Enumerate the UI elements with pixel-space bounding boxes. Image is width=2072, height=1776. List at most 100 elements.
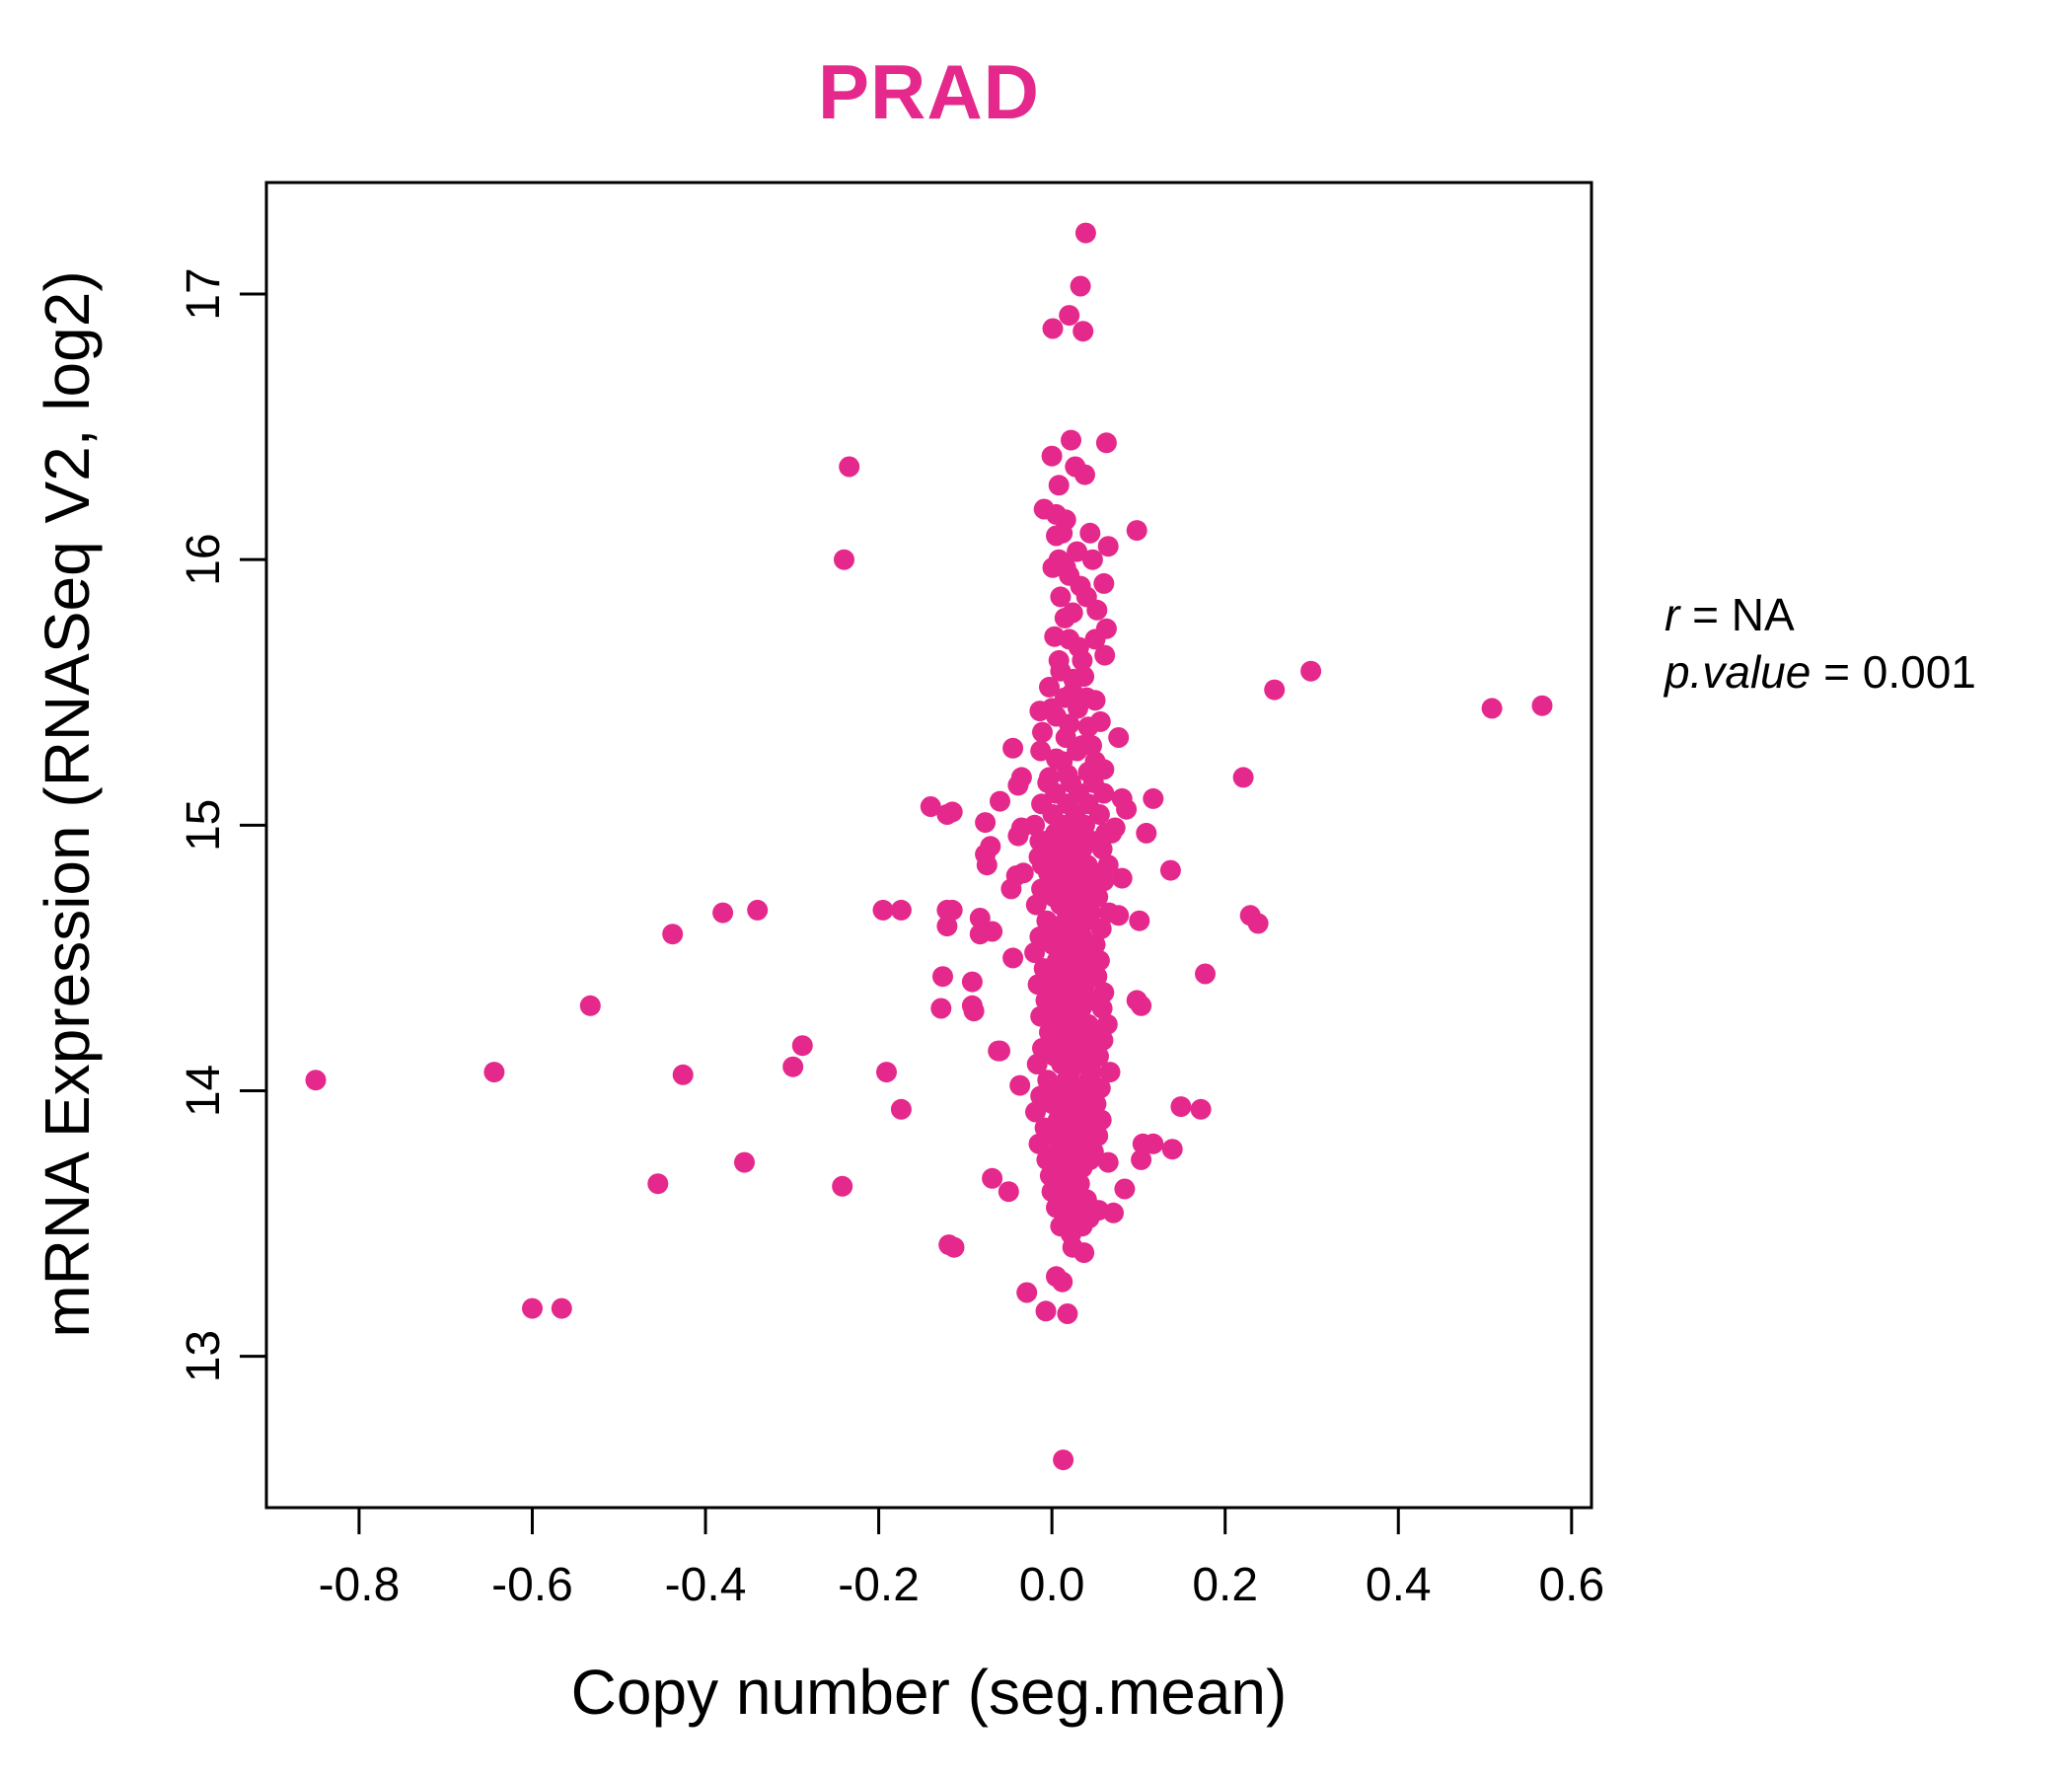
data-point: [1170, 1096, 1192, 1118]
data-point: [890, 1098, 912, 1120]
data-point: [1030, 1005, 1052, 1027]
data-point: [1024, 942, 1046, 963]
data-point: [791, 1035, 813, 1057]
data-point: [579, 995, 601, 1016]
data-point: [1039, 676, 1060, 698]
data-point: [1042, 318, 1064, 339]
data-point: [1094, 644, 1116, 666]
x-tick-label: 0.2: [1192, 1559, 1258, 1611]
r-stat-label: r: [1665, 589, 1680, 640]
data-point: [1084, 629, 1106, 650]
data-point: [932, 966, 953, 988]
y-axis-title: mRNA Expression (RNASeq V2, log2): [32, 270, 103, 1338]
data-point: [1099, 1062, 1121, 1083]
data-point: [982, 1167, 1003, 1189]
data-point: [1093, 572, 1115, 594]
data-point: [1131, 1148, 1152, 1170]
data-point: [1143, 787, 1164, 809]
data-point: [1073, 1242, 1095, 1264]
data-point: [1059, 305, 1080, 327]
data-point: [1057, 1303, 1078, 1324]
data-point: [1531, 695, 1553, 716]
data-point: [1089, 1077, 1111, 1099]
data-point: [1075, 586, 1097, 608]
data-point: [1111, 787, 1133, 809]
data-point: [1136, 822, 1157, 844]
data-point: [1027, 974, 1049, 996]
data-point: [305, 1070, 327, 1091]
data-point: [1046, 1266, 1067, 1288]
data-point: [976, 854, 998, 876]
data-point: [1024, 814, 1046, 836]
data-point: [982, 921, 1003, 942]
data-point: [1161, 1139, 1183, 1160]
x-tick-label: -0.2: [838, 1559, 920, 1611]
data-point: [890, 899, 912, 921]
data-point: [832, 1175, 853, 1197]
data-point: [1084, 751, 1106, 773]
data-point: [1108, 727, 1130, 748]
data-point: [1195, 963, 1216, 985]
data-point: [943, 1236, 965, 1258]
data-point: [961, 971, 983, 993]
x-tick-label: -0.6: [491, 1559, 573, 1611]
data-point: [551, 1297, 572, 1319]
data-point: [522, 1297, 543, 1319]
data-point: [1067, 541, 1088, 562]
data-point: [1091, 998, 1113, 1019]
data-point: [1068, 698, 1088, 719]
data-point: [963, 1000, 985, 1022]
data-point: [1041, 698, 1063, 719]
data-point: [1095, 432, 1117, 454]
data-point: [936, 916, 958, 937]
data-point: [1061, 429, 1081, 451]
data-point: [1074, 222, 1096, 244]
data-point: [1072, 649, 1093, 671]
data-point: [1111, 867, 1133, 889]
data-point: [1093, 870, 1115, 892]
data-point: [1002, 737, 1024, 759]
y-tick-label: 13: [178, 1330, 230, 1382]
data-point: [1093, 782, 1115, 804]
data-point: [1081, 549, 1103, 570]
data-point: [990, 1040, 1010, 1062]
x-tick-label: 0.0: [1019, 1559, 1085, 1611]
data-point: [662, 924, 684, 945]
data-point: [734, 1151, 755, 1173]
x-axis-title: Copy number (seg.mean): [570, 1657, 1288, 1728]
data-point: [941, 899, 963, 921]
data-point: [1091, 839, 1113, 859]
data-point: [1025, 894, 1047, 916]
x-tick-label: 0.4: [1366, 1559, 1432, 1611]
data-point: [1054, 607, 1075, 629]
data-point: [941, 801, 963, 823]
data-point: [1074, 464, 1095, 485]
p-value-line: p.value = 0.001: [1665, 643, 1976, 701]
data-point: [1129, 910, 1150, 931]
data-point: [1092, 1029, 1114, 1051]
y-tick-label: 14: [178, 1065, 230, 1117]
data-point: [1035, 1300, 1057, 1322]
data-point: [1012, 862, 1034, 884]
data-point: [930, 998, 952, 1019]
data-point: [1016, 1282, 1038, 1303]
data-point: [1126, 520, 1147, 542]
data-point: [1010, 767, 1032, 788]
data-point: [1143, 1133, 1164, 1154]
data-point: [1052, 751, 1073, 773]
data-point: [1052, 522, 1073, 544]
data-point: [1059, 629, 1080, 650]
y-tick-label: 16: [178, 533, 230, 585]
data-point: [975, 812, 997, 834]
data-point: [1063, 668, 1084, 690]
data-point: [1048, 475, 1070, 496]
y-tick-label: 15: [178, 799, 230, 851]
data-point: [1097, 1151, 1119, 1173]
data-point: [1048, 549, 1070, 570]
data-point: [1159, 859, 1181, 881]
data-point: [1077, 716, 1099, 738]
data-point: [1059, 564, 1080, 586]
data-point: [1079, 522, 1101, 544]
